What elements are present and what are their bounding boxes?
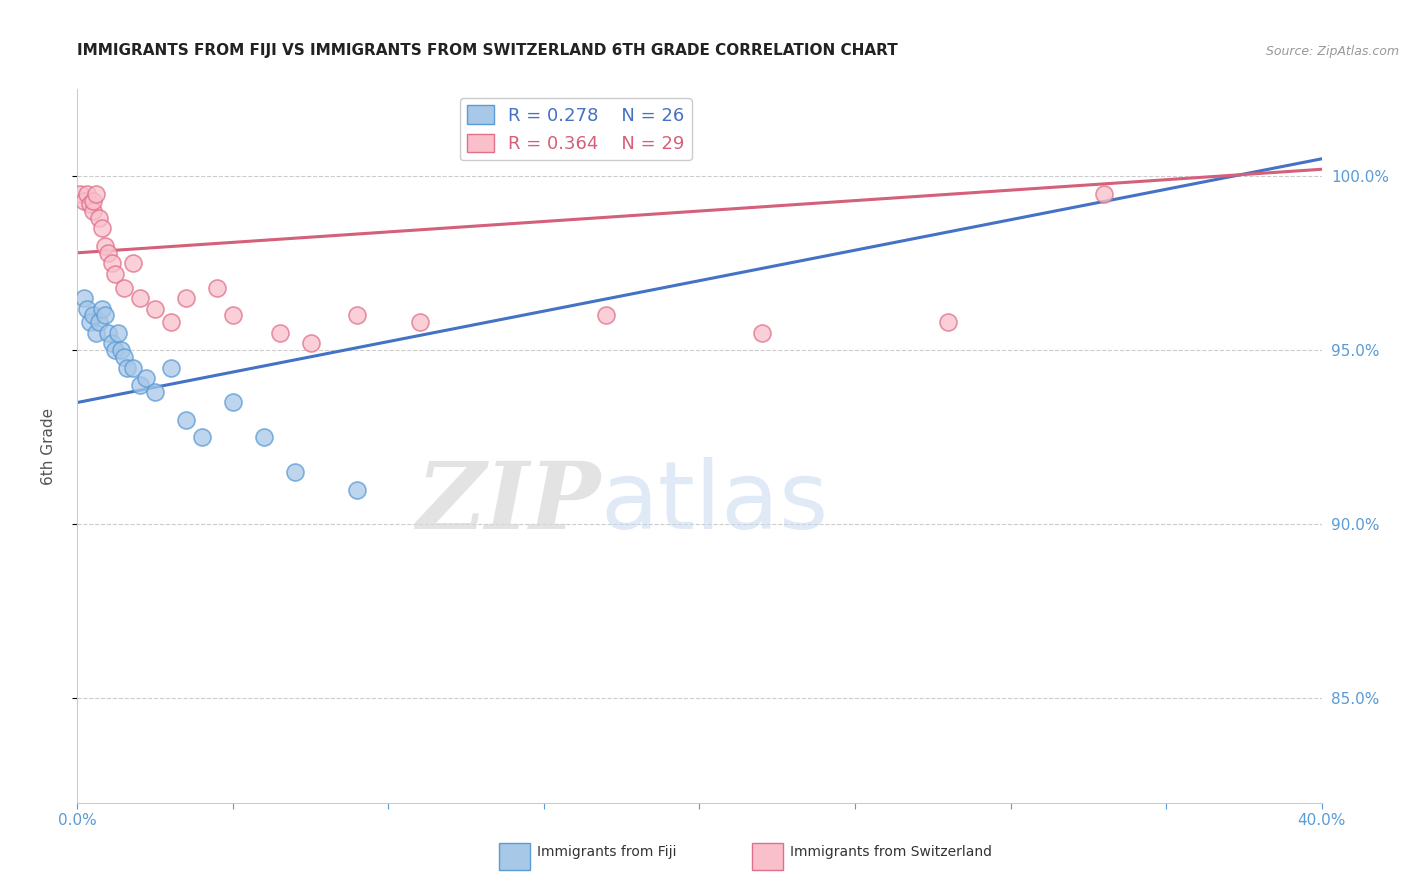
Text: Source: ZipAtlas.com: Source: ZipAtlas.com bbox=[1265, 45, 1399, 58]
Point bbox=[222, 309, 245, 323]
Point bbox=[84, 186, 107, 201]
Point bbox=[112, 280, 135, 294]
Point bbox=[97, 245, 120, 260]
Point bbox=[346, 483, 368, 497]
Point bbox=[122, 360, 145, 375]
Point bbox=[143, 385, 166, 400]
Point bbox=[159, 360, 181, 375]
Text: atlas: atlas bbox=[600, 457, 828, 549]
Point bbox=[104, 343, 127, 358]
Point bbox=[79, 197, 101, 211]
Point bbox=[115, 360, 138, 375]
Point bbox=[346, 309, 368, 323]
Point bbox=[938, 315, 960, 329]
Point bbox=[91, 221, 114, 235]
Point bbox=[100, 336, 122, 351]
Point bbox=[408, 315, 430, 329]
Point bbox=[222, 395, 245, 409]
Point bbox=[112, 350, 135, 364]
Legend: R = 0.278    N = 26, R = 0.364    N = 29: R = 0.278 N = 26, R = 0.364 N = 29 bbox=[460, 98, 692, 161]
Point bbox=[1092, 186, 1115, 201]
Point bbox=[110, 343, 132, 358]
Point bbox=[79, 315, 101, 329]
Text: IMMIGRANTS FROM FIJI VS IMMIGRANTS FROM SWITZERLAND 6TH GRADE CORRELATION CHART: IMMIGRANTS FROM FIJI VS IMMIGRANTS FROM … bbox=[77, 43, 898, 58]
Point bbox=[253, 430, 276, 444]
Point bbox=[128, 378, 150, 392]
Text: Immigrants from Fiji: Immigrants from Fiji bbox=[537, 845, 676, 859]
Point bbox=[269, 326, 291, 340]
Point bbox=[191, 430, 214, 444]
Point bbox=[104, 267, 127, 281]
Point bbox=[595, 309, 617, 323]
Point bbox=[94, 239, 117, 253]
Point bbox=[82, 309, 104, 323]
Point bbox=[94, 309, 117, 323]
Point bbox=[284, 465, 307, 479]
Point bbox=[122, 256, 145, 270]
Text: Immigrants from Switzerland: Immigrants from Switzerland bbox=[790, 845, 993, 859]
Point bbox=[82, 194, 104, 208]
Y-axis label: 6th Grade: 6th Grade bbox=[42, 408, 56, 484]
Point bbox=[87, 315, 110, 329]
Point bbox=[100, 256, 122, 270]
Point bbox=[72, 291, 94, 305]
Point bbox=[69, 186, 91, 201]
Point bbox=[107, 326, 129, 340]
Point bbox=[84, 326, 107, 340]
Point bbox=[143, 301, 166, 316]
Point bbox=[87, 211, 110, 225]
Point bbox=[135, 371, 157, 385]
Point bbox=[174, 413, 197, 427]
Point bbox=[128, 291, 150, 305]
Point bbox=[72, 194, 94, 208]
Point bbox=[76, 186, 98, 201]
Text: ZIP: ZIP bbox=[416, 458, 600, 548]
Point bbox=[207, 280, 229, 294]
Point bbox=[97, 326, 120, 340]
Point bbox=[299, 336, 322, 351]
Point bbox=[76, 301, 98, 316]
Point bbox=[82, 204, 104, 219]
Point bbox=[91, 301, 114, 316]
Point bbox=[751, 326, 773, 340]
Point bbox=[174, 291, 197, 305]
Point bbox=[159, 315, 181, 329]
